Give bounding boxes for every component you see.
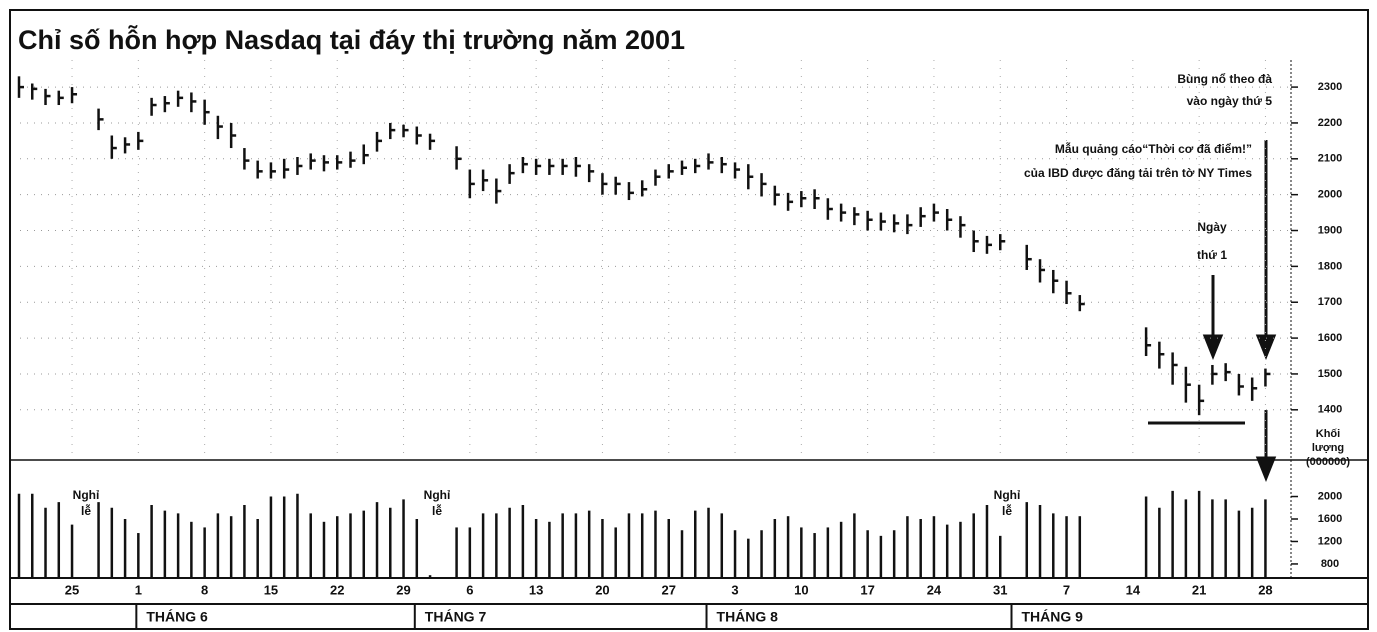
arrow-head bbox=[1255, 456, 1277, 483]
x-tick-label: 8 bbox=[201, 582, 208, 597]
y-tick-label: 1700 bbox=[1318, 296, 1342, 308]
x-tick-label: 7 bbox=[1063, 582, 1070, 597]
arrow-head bbox=[1202, 334, 1224, 361]
x-tick-label: 22 bbox=[330, 582, 344, 597]
arrow-head bbox=[1255, 334, 1277, 361]
annotation: Mẫu quảng cáo“Thời cơ đã điểm!” bbox=[1055, 141, 1252, 156]
holiday-note: lễ bbox=[432, 503, 442, 518]
x-tick-label: 31 bbox=[993, 582, 1007, 597]
x-tick-label: 13 bbox=[529, 582, 543, 597]
volume-tick-label: 800 bbox=[1321, 558, 1339, 570]
x-tick-label: 28 bbox=[1258, 582, 1272, 597]
y-tick-label: 1800 bbox=[1318, 260, 1342, 272]
volume-axis-label: (000000) bbox=[1306, 456, 1350, 468]
y-tick-label: 2200 bbox=[1318, 117, 1342, 129]
annotation: vào ngày thứ 5 bbox=[1187, 94, 1273, 108]
chart-title: Chỉ số hỗn hợp Nasdaq tại đáy thị trường… bbox=[18, 24, 685, 55]
month-label: THÁNG 9 bbox=[1022, 609, 1084, 625]
y-tick-label: 1900 bbox=[1318, 224, 1342, 236]
y-tick-label: 2300 bbox=[1318, 81, 1342, 93]
annotation: Bùng nổ theo đà bbox=[1177, 72, 1272, 86]
frame bbox=[9, 9, 1369, 630]
y-tick-label: 1400 bbox=[1318, 404, 1342, 416]
month-label: THÁNG 8 bbox=[717, 609, 779, 625]
x-tick-label: 14 bbox=[1126, 582, 1141, 597]
volume-axis-label: Khối bbox=[1316, 428, 1340, 440]
annotation: thứ 1 bbox=[1197, 248, 1227, 262]
x-tick-label: 25 bbox=[65, 582, 79, 597]
holiday-note: Nghỉ bbox=[424, 488, 451, 502]
month-label: THÁNG 6 bbox=[146, 609, 208, 625]
x-tick-label: 1 bbox=[135, 582, 142, 597]
volume-tick-label: 2000 bbox=[1318, 490, 1342, 502]
annotation: Ngày bbox=[1197, 220, 1227, 234]
x-tick-label: 27 bbox=[662, 582, 676, 597]
x-tick-label: 3 bbox=[731, 582, 738, 597]
y-tick-label: 2100 bbox=[1318, 153, 1342, 165]
month-label: THÁNG 7 bbox=[425, 609, 487, 625]
volume-axis-label: lượng bbox=[1312, 442, 1344, 454]
x-tick-label: 24 bbox=[927, 582, 942, 597]
x-tick-label: 20 bbox=[595, 582, 609, 597]
holiday-note: Nghỉ bbox=[73, 488, 100, 502]
y-tick-label: 1600 bbox=[1318, 332, 1342, 344]
volume-tick-label: 1200 bbox=[1318, 535, 1342, 547]
holiday-note: lễ bbox=[1002, 503, 1012, 518]
holiday-note: lễ bbox=[81, 503, 91, 518]
volume-tick-label: 1600 bbox=[1318, 513, 1342, 525]
x-tick-label: 17 bbox=[860, 582, 874, 597]
x-tick-label: 6 bbox=[466, 582, 473, 597]
x-tick-label: 29 bbox=[396, 582, 410, 597]
x-tick-label: 21 bbox=[1192, 582, 1206, 597]
arrows bbox=[1202, 140, 1277, 483]
x-tick-label: 10 bbox=[794, 582, 808, 597]
y-tick-label: 2000 bbox=[1318, 189, 1342, 201]
x-tick-label: 15 bbox=[264, 582, 278, 597]
holiday-note: Nghỉ bbox=[994, 488, 1021, 502]
annotation: của IBD được đăng tải trên tờ NY Times bbox=[1024, 166, 1252, 180]
y-tick-label: 1500 bbox=[1318, 368, 1342, 380]
